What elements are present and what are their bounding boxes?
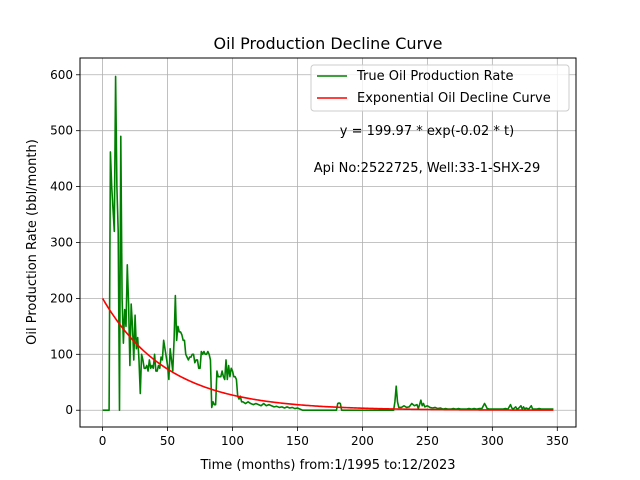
y-axis-label: Oil Production Rate (bbl/month)	[25, 139, 40, 345]
x-tick-label: 0	[99, 434, 107, 448]
x-axis-label: Time (months) from:1/1995 to:12/2023	[199, 458, 455, 473]
y-tick-label: 300	[50, 236, 73, 250]
x-tick-label: 350	[546, 434, 569, 448]
y-tick-label: 400	[50, 180, 73, 194]
x-tick-label: 100	[221, 434, 244, 448]
x-tick-label: 250	[416, 434, 439, 448]
legend-box	[310, 64, 570, 112]
y-tick-label: 200	[50, 291, 73, 305]
y-axis-ticks: 0 100 200 300 400 500 600	[50, 68, 80, 417]
x-tick-label: 50	[160, 434, 175, 448]
y-tick-label: 0	[65, 403, 73, 417]
series-line-exponential-decline-curve	[101, 298, 554, 411]
y-tick-label: 500	[50, 124, 73, 138]
x-tick-label: 150	[286, 434, 309, 448]
series-layer	[101, 75, 554, 412]
x-axis-ticks: 0 50 100 150 200 250 300 350	[99, 427, 569, 448]
y-tick-label: 100	[50, 347, 73, 361]
series-line-true-oil-production-rate	[102, 75, 554, 412]
equation-annotation: y = 199.97 * exp(-0.02 * t)	[340, 124, 514, 139]
chart-title: Oil Production Decline Curve	[214, 34, 443, 53]
legend: True Oil Production Rate Exponential Oil…	[310, 64, 570, 112]
x-tick-label: 200	[351, 434, 374, 448]
x-tick-label: 300	[481, 434, 504, 448]
y-tick-label: 600	[50, 68, 73, 82]
well-id-annotation: Api No:2522725, Well:33-1-SHX-29	[314, 161, 541, 176]
legend-label-decline-curve: Exponential Oil Decline Curve	[357, 91, 551, 106]
legend-label-true-rate: True Oil Production Rate	[356, 69, 513, 84]
